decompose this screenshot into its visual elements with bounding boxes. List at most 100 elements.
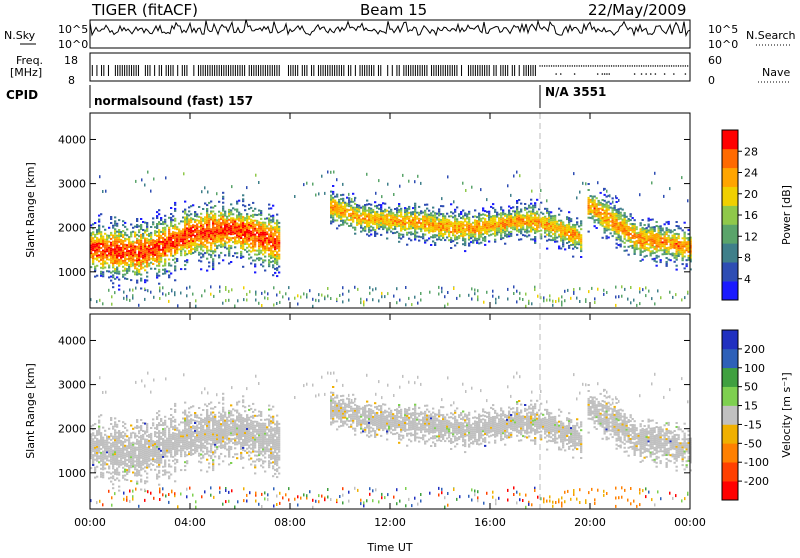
power-cell — [645, 294, 647, 297]
power-cell — [494, 223, 496, 225]
velocity-cell — [134, 450, 136, 452]
velocity-cell — [104, 456, 106, 458]
velocity-cell — [100, 438, 102, 440]
power-cell — [114, 230, 116, 232]
power-cell — [238, 235, 240, 237]
power-cell — [492, 225, 494, 227]
power-cell — [572, 244, 574, 246]
velocity-cell — [110, 453, 112, 455]
power-cell — [268, 261, 270, 263]
freq-dot — [544, 65, 545, 66]
power-cell — [186, 222, 188, 224]
power-cell — [98, 219, 100, 221]
power-cell — [364, 208, 366, 210]
power-cell — [168, 239, 170, 241]
power-cell — [378, 208, 380, 210]
power-cell — [220, 240, 222, 242]
power-cell — [434, 222, 436, 224]
power-cell — [364, 210, 366, 212]
power-cell — [118, 219, 120, 221]
power-cell — [628, 218, 630, 220]
power-cell — [580, 222, 582, 224]
power-cell — [134, 248, 136, 250]
power-cell — [604, 216, 606, 218]
power-cell — [444, 231, 446, 233]
power-cell — [684, 234, 686, 236]
power-cell — [568, 225, 570, 227]
power-cell — [272, 237, 274, 239]
velocity-cell — [94, 469, 96, 471]
power-cell — [378, 222, 380, 224]
power-cell — [416, 222, 418, 224]
power-cell — [258, 225, 260, 227]
power-cell — [621, 295, 623, 298]
power-cell — [254, 244, 256, 246]
power-cell — [110, 216, 112, 218]
power-cell — [520, 211, 522, 213]
power-cell — [414, 209, 416, 211]
power-cell — [358, 221, 360, 223]
power-cell — [352, 209, 354, 211]
power-cell — [282, 295, 284, 298]
power-cell — [458, 229, 460, 231]
power-cell — [398, 233, 400, 235]
power-cell — [516, 218, 518, 220]
power-cell — [664, 223, 666, 225]
power-cell — [140, 250, 142, 252]
power-cell — [624, 216, 626, 218]
power-cell — [130, 279, 132, 281]
power-cell — [360, 221, 362, 223]
power-cell — [530, 217, 532, 219]
velocity-cell — [98, 428, 100, 430]
power-cell — [416, 216, 418, 218]
power-cell — [346, 219, 348, 221]
power-cell — [219, 286, 221, 289]
power-cell — [122, 240, 124, 242]
velocity-cell — [114, 437, 116, 439]
power-cell — [333, 171, 335, 174]
power-cell — [136, 268, 138, 270]
power-cell — [190, 239, 192, 241]
power-cell — [102, 250, 104, 252]
power-cell — [494, 233, 496, 235]
power-cell — [150, 238, 152, 240]
velocity-cell — [96, 430, 98, 432]
power-cell — [504, 225, 506, 227]
power-cell — [92, 259, 94, 261]
velocity-cell — [136, 471, 138, 473]
power-cell — [104, 251, 106, 253]
power-cell — [194, 249, 196, 251]
power-cell — [166, 241, 168, 243]
power-cell — [168, 237, 170, 239]
power-cell — [420, 212, 422, 214]
power-cell — [110, 242, 112, 244]
power-cell — [471, 287, 473, 290]
power-cell — [588, 201, 590, 203]
power-cell — [410, 225, 412, 227]
power-cell — [146, 222, 148, 224]
power-cell — [164, 270, 166, 272]
power-cell — [546, 248, 548, 250]
power-cell — [364, 226, 366, 228]
power-cell — [410, 216, 412, 218]
power-cell — [516, 171, 518, 174]
power-cell — [528, 227, 530, 229]
power-cell — [258, 227, 260, 229]
power-cell — [108, 255, 110, 257]
power-cell — [324, 297, 326, 300]
power-cell — [214, 249, 216, 251]
power-cell — [279, 291, 281, 294]
velocity-cell — [134, 452, 136, 454]
power-cell — [618, 218, 620, 220]
power-cell — [544, 220, 546, 222]
power-cell — [153, 178, 155, 181]
power-cell — [510, 231, 512, 233]
power-cell — [144, 253, 146, 255]
power-cell — [384, 223, 386, 225]
power-cell — [660, 241, 662, 243]
velocity-cell — [108, 477, 110, 479]
power-cell — [552, 233, 554, 235]
power-cell — [156, 265, 158, 267]
power-cell — [440, 231, 442, 233]
power-cell — [132, 297, 134, 300]
